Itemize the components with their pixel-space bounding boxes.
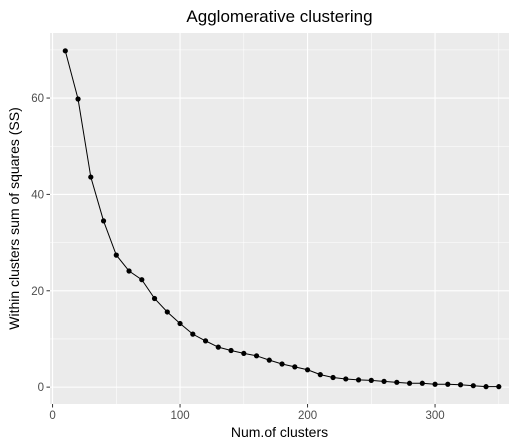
y-tick-label: 20 bbox=[31, 286, 44, 298]
data-point bbox=[343, 376, 349, 382]
data-point bbox=[355, 377, 362, 383]
data-point bbox=[419, 380, 425, 386]
y-tick-label: 0 bbox=[38, 382, 44, 394]
data-point bbox=[113, 252, 119, 258]
ticks-layer: 0 100 200 300 0 20 40 60 bbox=[31, 93, 444, 422]
y-axis-title: Within clusters sum of squares (SS) bbox=[6, 107, 22, 330]
data-point bbox=[330, 374, 336, 381]
data-point bbox=[292, 364, 298, 370]
data-point bbox=[381, 378, 387, 384]
data-point bbox=[368, 377, 374, 383]
data-point bbox=[445, 381, 451, 387]
data-point bbox=[100, 218, 107, 224]
x-tick-label: 0 bbox=[49, 410, 55, 422]
data-point bbox=[228, 347, 234, 354]
y-tick-label: 60 bbox=[31, 93, 44, 105]
data-point bbox=[177, 320, 183, 327]
data-point bbox=[241, 350, 247, 357]
data-point bbox=[317, 372, 323, 378]
plot-panel bbox=[50, 33, 509, 404]
data-point bbox=[394, 379, 400, 385]
data-point bbox=[88, 174, 94, 180]
data-point bbox=[62, 48, 68, 54]
data-point bbox=[75, 96, 81, 102]
data-point bbox=[304, 367, 311, 373]
data-point bbox=[470, 383, 476, 389]
data-point bbox=[151, 295, 158, 302]
series-layer bbox=[62, 48, 502, 390]
x-tick-label: 300 bbox=[425, 410, 444, 422]
data-point bbox=[126, 268, 132, 274]
x-tick-label: 200 bbox=[298, 410, 317, 422]
data-point bbox=[279, 361, 285, 367]
data-point bbox=[432, 381, 438, 387]
data-point bbox=[139, 277, 145, 283]
data-point bbox=[190, 331, 196, 337]
data-point bbox=[483, 384, 489, 390]
chart-title: Agglomerative clustering bbox=[186, 7, 372, 26]
x-axis-title: Num.of clusters bbox=[231, 424, 328, 440]
data-point bbox=[202, 338, 209, 344]
grid-major bbox=[50, 33, 509, 404]
data-point bbox=[406, 380, 413, 386]
data-point bbox=[457, 382, 464, 388]
data-point bbox=[164, 309, 170, 315]
data-point bbox=[266, 357, 272, 363]
x-tick-label: 100 bbox=[170, 410, 189, 422]
data-point bbox=[253, 353, 260, 359]
data-point bbox=[496, 384, 502, 390]
grid-minor bbox=[50, 33, 509, 404]
y-tick-label: 40 bbox=[31, 189, 44, 201]
data-point bbox=[215, 344, 221, 350]
